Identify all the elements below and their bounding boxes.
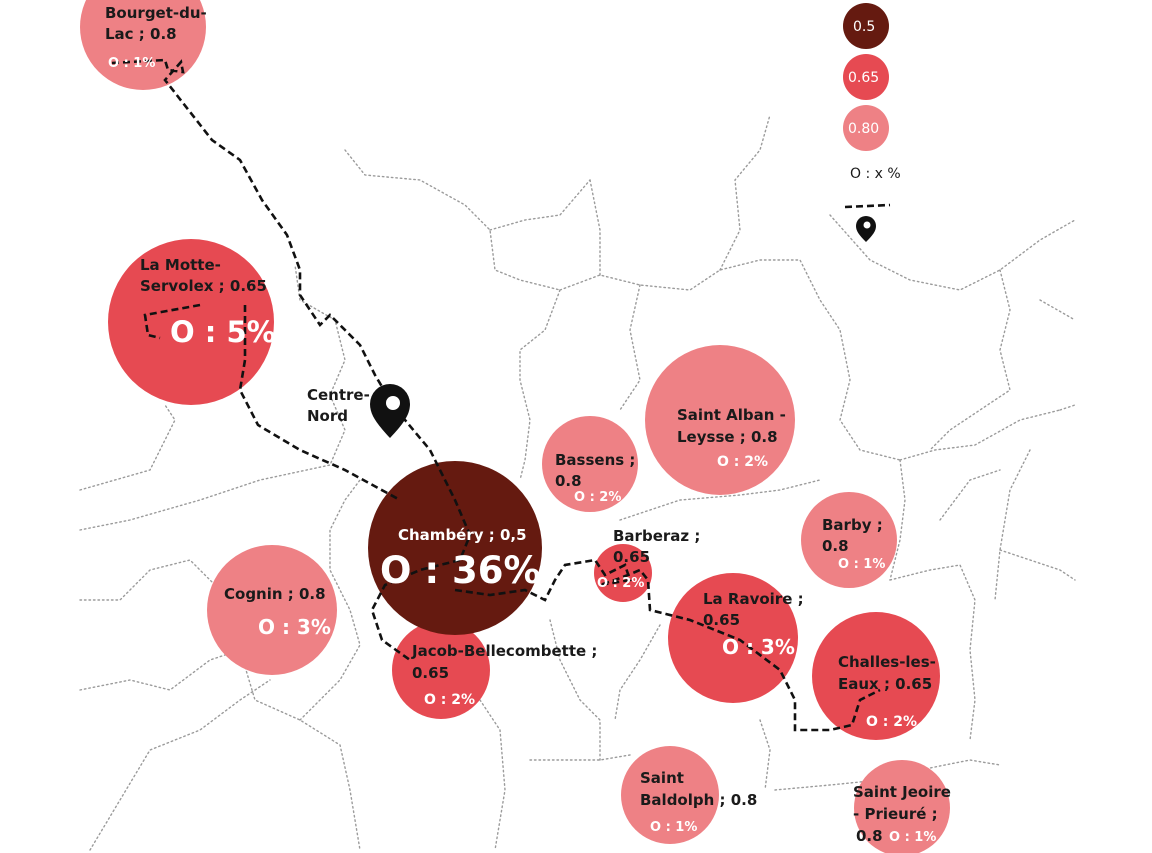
label-line: Servolex ; 0.65 — [140, 277, 267, 295]
label-line: Saint Alban - — [677, 406, 786, 424]
circle-barby — [801, 492, 897, 588]
occ-saint-jeoire-prieure: O : 1% — [889, 830, 936, 845]
label-line: Leysse ; 0.8 — [677, 428, 778, 446]
occ-chambery: O : 36% — [380, 549, 541, 592]
label-line: Saint Jeoire — [853, 783, 951, 801]
legend-route-swatch — [844, 203, 891, 209]
label-line: 0.8 — [856, 827, 883, 845]
occ-bassens: O : 2% — [574, 490, 621, 505]
circle-challes-les-eaux — [812, 612, 940, 740]
occ-saint-baldolph: O : 1% — [650, 820, 697, 835]
label-line: Saint — [640, 769, 684, 787]
label-saint-jeoire-prieure: Saint Jeoire - Prieuré ; 0.8 — [853, 783, 956, 845]
legend-swatch-0.5 — [843, 3, 889, 49]
label-line: Jacob-Bellecombette ; — [411, 642, 597, 660]
label-line: 0.65 — [613, 548, 650, 566]
label-barberaz: Barberaz ; 0.65 — [613, 527, 706, 566]
legend-swatch-0.80 — [843, 105, 889, 151]
circle-bourget-du-lac — [80, 0, 206, 90]
label-line: Barby ; — [822, 516, 883, 534]
marker-label-line-2: Nord — [307, 407, 348, 425]
legend-occupancy-key: O : x % — [850, 166, 901, 182]
marker-label: Centre- Nord — [307, 386, 375, 425]
circle-cognin — [207, 545, 337, 675]
occ-cognin: O : 3% — [258, 615, 331, 639]
commune-labels: Bourget-du- Lac ; 0.8 O : 1% La Motte- S… — [105, 4, 956, 845]
label-barby: Barby ; 0.8 — [822, 516, 888, 555]
label-saint-baldolph: Saint Baldolph ; 0.8 — [640, 769, 757, 809]
occ-barby: O : 1% — [838, 557, 885, 572]
occ-challes-les-eaux: O : 2% — [866, 714, 917, 730]
legend: 0.5 0.65 0.80 O : x % — [843, 3, 901, 242]
circle-chambery — [368, 461, 542, 635]
label-chambery: Chambéry ; 0,5 — [398, 526, 527, 544]
route-path — [111, 58, 881, 732]
label-jacob-bellecombette: Jacob-Bellecombette ; 0.65 — [411, 642, 603, 682]
label-la-ravoire: La Ravoire ; 0.65 — [703, 590, 809, 629]
legend-label-0.5: 0.5 — [853, 19, 875, 35]
occ-barberaz: O : 2% — [597, 576, 644, 591]
label-line: Eaux ; 0.65 — [838, 675, 932, 693]
label-challes-les-eaux: Challes-les- Eaux ; 0.65 — [838, 653, 941, 693]
occ-la-motte-servolex: O : 5% — [170, 315, 276, 349]
circle-saint-jeoire-prieure — [854, 760, 950, 853]
location-pin-icon — [370, 384, 410, 438]
label-line: La Ravoire ; — [703, 590, 804, 608]
label-la-motte-servolex: La Motte- Servolex ; 0.65 — [140, 256, 267, 295]
label-bourget-du-lac: Bourget-du- Lac ; 0.8 — [105, 4, 212, 43]
label-line: Bassens ; — [555, 451, 635, 469]
label-line: 0.65 — [703, 611, 740, 629]
label-cognin: Cognin ; 0.8 — [224, 585, 326, 603]
label-line: Lac ; 0.8 — [105, 25, 177, 43]
legend-label-0.65: 0.65 — [848, 70, 879, 86]
label-saint-alban-leysse: Saint Alban - Leysse ; 0.8 — [677, 406, 791, 446]
circle-barberaz — [594, 544, 652, 602]
label-line: Barberaz ; — [613, 527, 700, 545]
marker-label-line-1: Centre- — [307, 386, 370, 404]
occ-la-ravoire: O : 3% — [722, 635, 795, 659]
label-line: 0.65 — [412, 664, 449, 682]
label-line: Bourget-du- — [105, 4, 207, 22]
label-bassens: Bassens ; 0.8 — [555, 451, 641, 490]
label-line: - Prieuré ; — [853, 805, 938, 823]
occ-bourget-du-lac: O : 1% — [108, 56, 155, 71]
commune-circles — [80, 0, 950, 853]
circle-saint-baldolph — [621, 746, 719, 844]
commune-boundaries — [79, 114, 1076, 851]
occ-jacob-bellecombette: O : 2% — [424, 692, 475, 708]
label-line: La Motte- — [140, 256, 221, 274]
legend-swatch-0.65 — [843, 54, 889, 100]
label-line: 0.8 — [555, 472, 582, 490]
circle-bassens — [542, 416, 638, 512]
label-line: Challes-les- — [838, 653, 936, 671]
legend-pin-icon — [856, 216, 876, 242]
circle-saint-alban-leysse — [645, 345, 795, 495]
legend-label-0.80: 0.80 — [848, 121, 879, 137]
label-line: 0.8 — [822, 537, 849, 555]
label-line: Baldolph ; 0.8 — [640, 791, 757, 809]
circle-jacob-bellecombette — [392, 621, 490, 719]
circle-la-motte-servolex — [108, 239, 274, 405]
occ-saint-alban-leysse: O : 2% — [717, 454, 768, 470]
